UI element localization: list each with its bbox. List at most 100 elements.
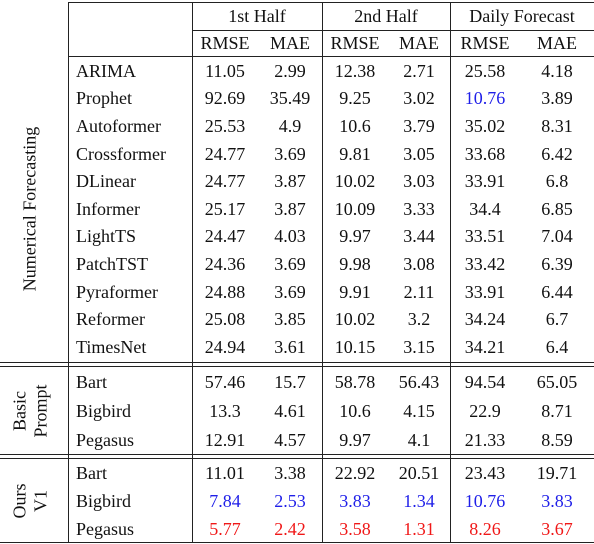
cell: 3.69 [274,281,306,302]
cell: 11.05 [205,60,245,81]
cell: 23.43 [464,463,506,483]
rule [0,362,594,363]
model-name: Bart [76,371,107,392]
cell: 2.11 [403,281,435,302]
cell: 24.47 [204,226,246,247]
model-name: DLinear [76,171,136,192]
cell: 1.31 [403,519,435,539]
group-header: Daily Forecast [469,6,575,26]
metric-header: RMSE [460,33,510,53]
cell: 3.05 [403,143,435,164]
cell: 6.44 [541,281,573,302]
metric-header: MAE [537,33,577,53]
rule [322,2,323,543]
cell: 25.53 [204,116,246,136]
cell: 3.15 [403,336,435,357]
rule [0,454,594,455]
model-name: Reformer [76,309,145,330]
rule [68,2,594,3]
cell: 24.36 [204,254,246,274]
cell: 25.08 [204,309,246,330]
metric-header: RMSE [330,33,380,53]
cell: 6.39 [541,254,573,274]
cell: 3.38 [274,463,306,483]
cell: 4.61 [274,400,306,421]
cell: 6.8 [545,171,569,192]
cell: 13.3 [209,400,241,421]
cell: 24.77 [204,171,246,192]
rule [192,2,193,543]
cell: 10.09 [334,198,376,219]
cell: 6.7 [545,309,569,330]
rule [0,458,594,459]
cell: 3.08 [403,254,435,274]
cell: 4.15 [403,400,435,421]
cell: 5.77 [209,519,241,539]
cell: 11.01 [205,463,245,483]
cell: 6.85 [541,198,573,219]
cell: 4.1 [407,429,431,450]
cell: 1.34 [403,491,435,511]
cell: 10.6 [339,116,371,136]
metric-header: RMSE [200,33,250,53]
cell: 10.15 [334,336,376,357]
cell: 8.26 [469,519,501,539]
model-name: Pegasus [76,429,134,450]
cell: 10.76 [464,88,506,109]
cell: 3.44 [403,226,435,247]
cell: 7.04 [541,226,573,247]
cell: 3.67 [541,519,573,539]
cell: 10.76 [464,491,506,511]
cell: 4.18 [541,60,573,81]
cell: 6.4 [545,336,569,357]
cell: 4.9 [278,116,302,136]
model-name: Pyraformer [76,281,158,302]
cell: 3.85 [274,309,306,330]
cell: 4.03 [274,226,306,247]
cell: 3.2 [407,309,431,330]
cell: 20.51 [398,463,440,483]
cell: 9.91 [339,281,371,302]
group-header: 2nd Half [354,6,418,26]
cell: 12.38 [334,60,376,81]
model-name: Prophet [76,88,132,109]
cell: 3.83 [541,491,573,511]
cell: 2.71 [403,60,435,81]
cell: 3.87 [274,171,306,192]
model-name: Bigbird [76,400,132,421]
cell: 33.91 [464,171,506,192]
cell: 3.03 [403,171,435,192]
rule [450,2,451,543]
cell: 33.51 [464,226,506,247]
rule [68,2,69,543]
model-name: Pegasus [76,519,134,539]
model-name: Bart [76,463,107,483]
model-name: PatchTST [76,254,148,274]
model-name: Autoformer [76,116,161,136]
section-label-line: Prompt [30,383,50,438]
cell: 25.58 [464,60,506,81]
section-label-line: Ours [9,483,30,519]
cell: 94.54 [464,371,506,392]
cell: 15.7 [274,371,306,392]
cell: 58.78 [334,371,376,392]
model-name: Crossformer [76,143,166,164]
cell: 3.89 [541,88,573,109]
cell: 3.79 [403,116,435,136]
cell: 35.02 [464,116,506,136]
cell: 3.69 [274,143,306,164]
cell: 34.4 [469,198,501,219]
cell: 9.25 [339,88,371,109]
cell: 56.43 [398,371,440,392]
rule [192,30,594,31]
cell: 9.98 [339,254,371,274]
section-label: Ours V1 [9,484,50,519]
metric-header: MAE [270,33,310,53]
cell: 65.05 [536,371,578,392]
cell: 24.77 [204,143,246,164]
model-name: LightTS [76,226,137,247]
group-header: 1st Half [228,6,286,26]
cell: 3.83 [339,491,371,511]
cell: 33.68 [464,143,506,164]
model-name: TimesNet [76,336,147,357]
